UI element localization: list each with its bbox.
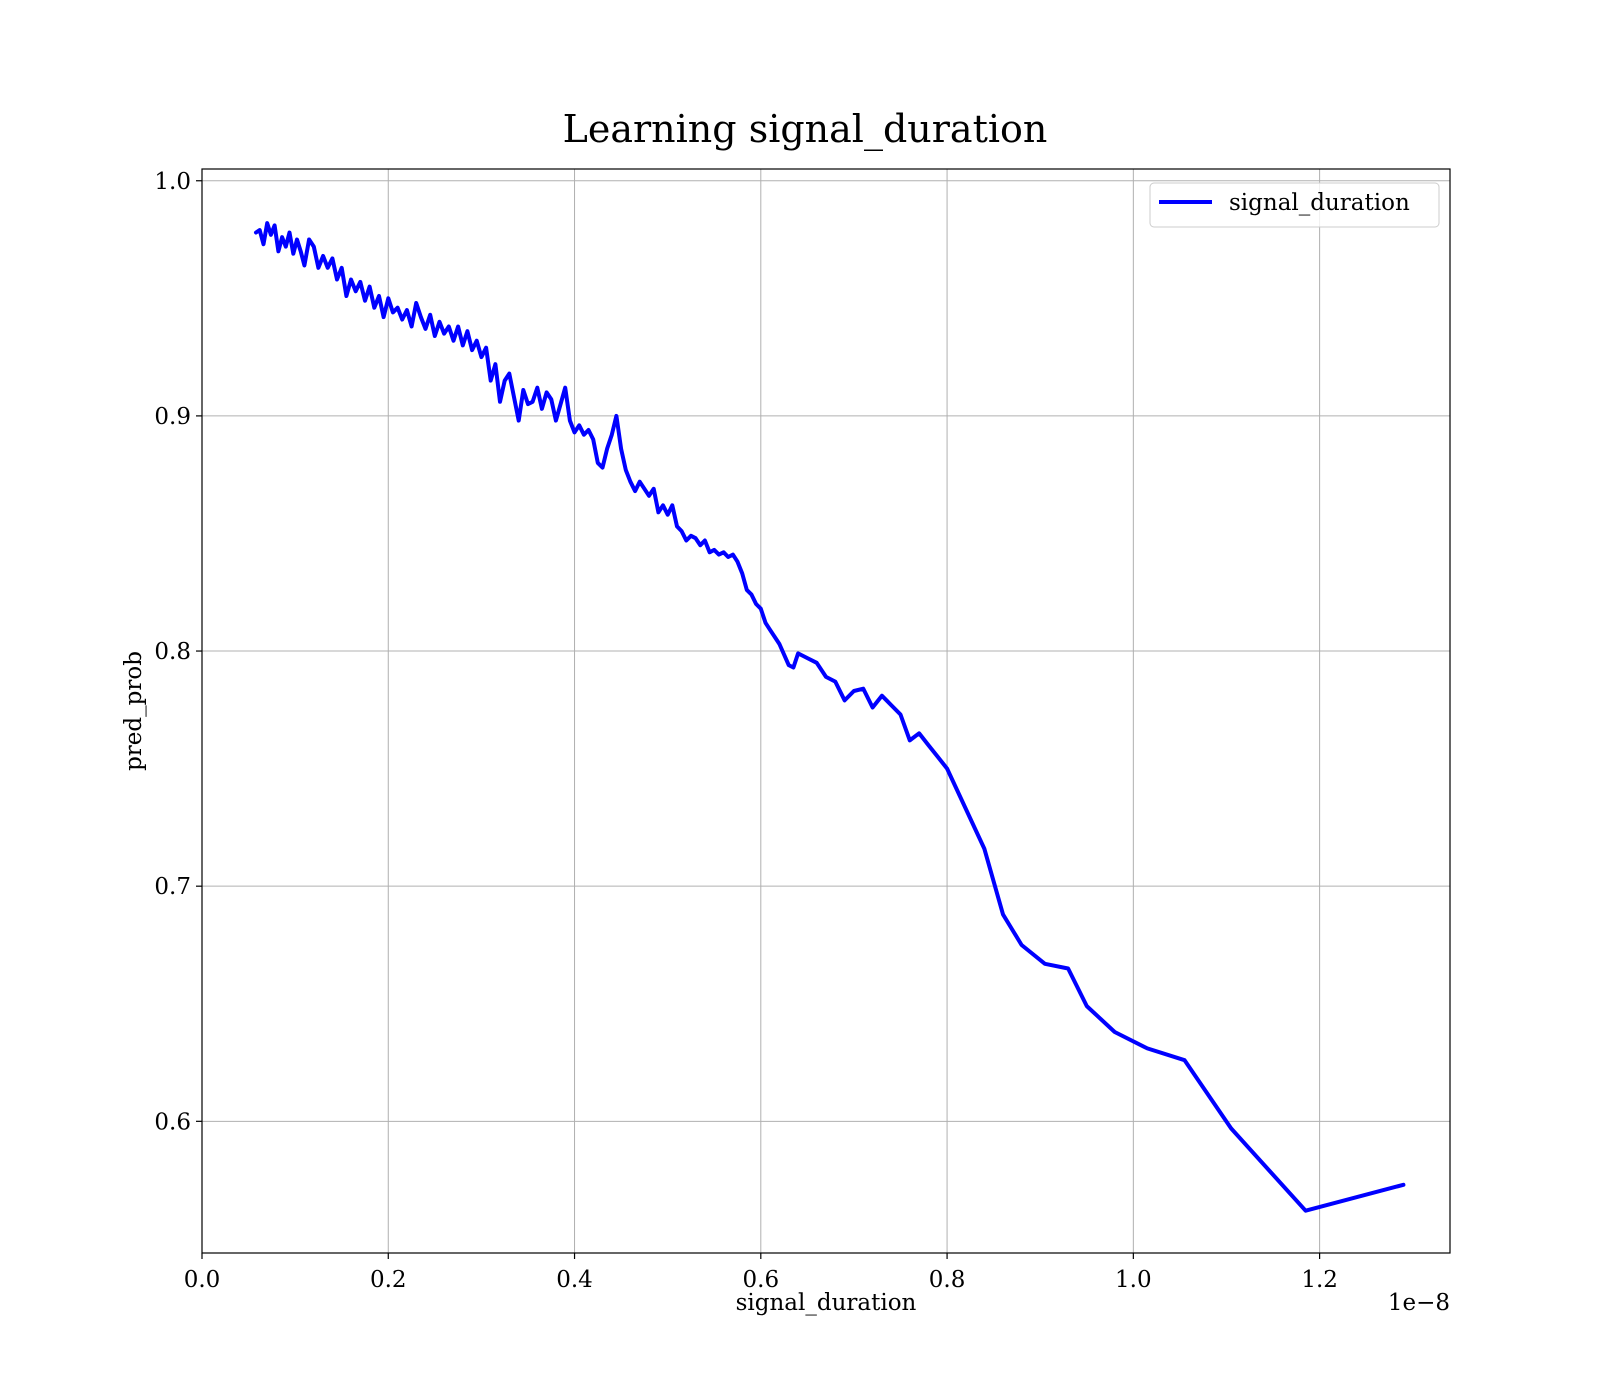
series-line-signal-duration: [254, 221, 1406, 1213]
x-axis-label: signal_duration: [736, 1290, 917, 1316]
y-tick-label: 1.0: [154, 169, 191, 195]
y-tick-label: 0.7: [154, 874, 191, 900]
legend: signal_duration: [1149, 182, 1440, 228]
chart-title: Learning signal_duration: [563, 107, 1048, 152]
y-tick-label: 0.9: [154, 404, 191, 430]
x-tick-label: 0.8: [929, 1267, 966, 1293]
y-axis-label: pred_prob: [121, 651, 147, 771]
x-tick-label: 0.4: [556, 1267, 593, 1293]
grid-lines: [201, 169, 1450, 1253]
y-tick-label: 0.8: [154, 639, 191, 665]
x-tick-label: 1.0: [1115, 1267, 1152, 1293]
axes-frame: [201, 168, 1451, 1254]
plot-area: [254, 221, 1406, 1213]
x-tick-label: 0.0: [184, 1267, 221, 1293]
x-axis-offset-text: 1e−8: [1388, 1290, 1450, 1316]
y-tick-label: 0.6: [154, 1109, 191, 1135]
axis-ticks: 0.0 0.2 0.4 0.6 0.8 1.0 1.2 0.6 0.7 0.8 0.9 1.0: [154, 169, 1337, 1293]
x-tick-label: 0.2: [370, 1267, 407, 1293]
x-tick-label: 0.6: [743, 1267, 780, 1293]
legend-label: signal_duration: [1229, 190, 1410, 216]
legend-box: [1149, 182, 1440, 228]
x-tick-label: 1.2: [1301, 1267, 1338, 1293]
